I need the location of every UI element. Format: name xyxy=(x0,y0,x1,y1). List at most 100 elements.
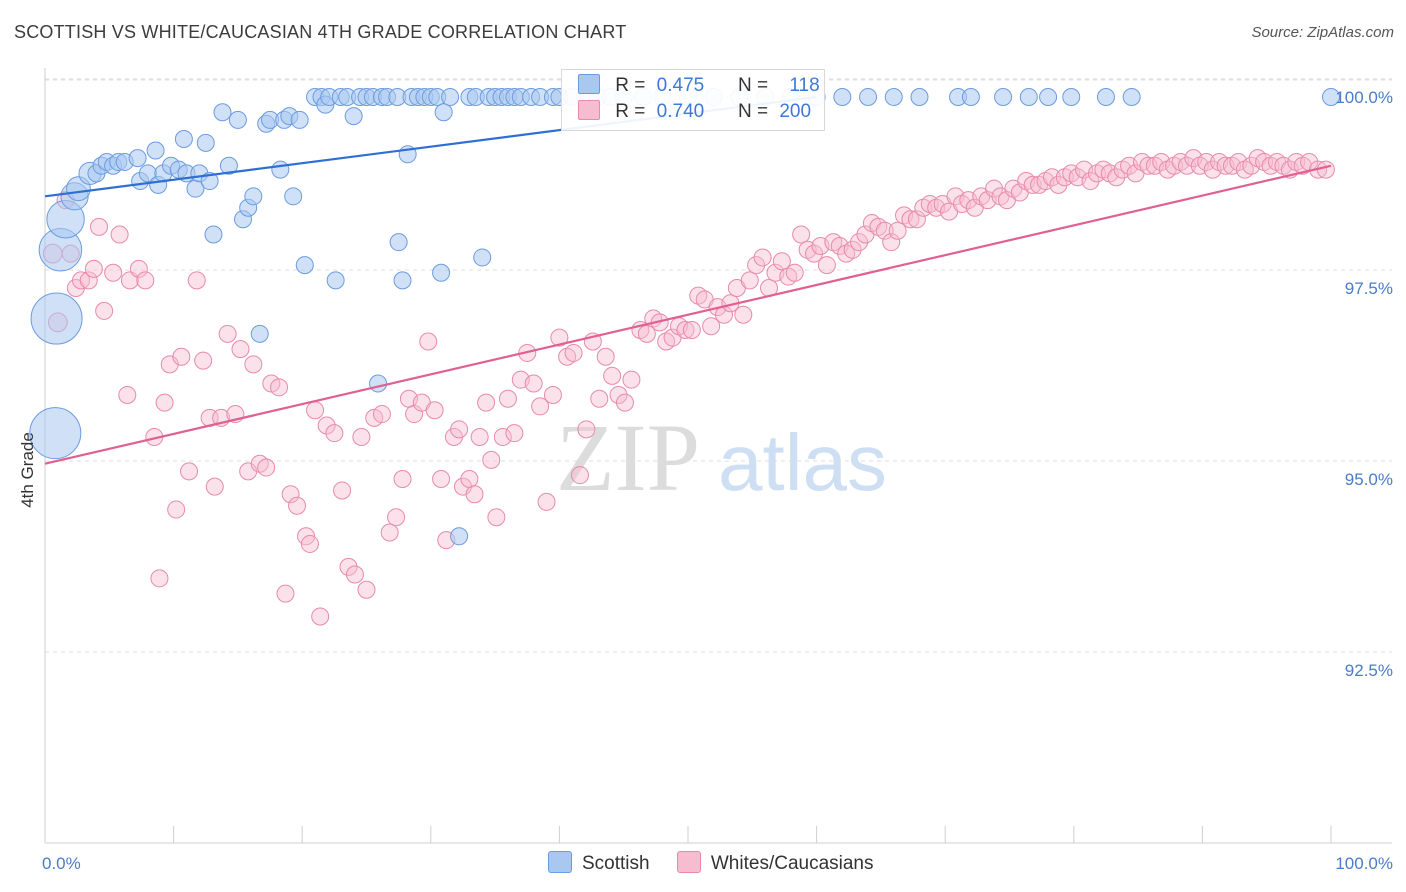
data-point xyxy=(257,458,276,477)
data-point xyxy=(136,271,155,290)
y-tick-label: 100.0% xyxy=(1335,88,1393,107)
data-point xyxy=(487,508,506,527)
data-point xyxy=(577,420,596,439)
data-point xyxy=(564,343,583,362)
data-point xyxy=(482,450,501,469)
data-point xyxy=(682,321,701,340)
legend-label-scottish: Scottish xyxy=(582,853,650,874)
data-point xyxy=(250,324,269,343)
data-point xyxy=(1322,88,1340,106)
data-point xyxy=(1096,88,1115,106)
legend-n-value: 118 xyxy=(789,75,820,96)
data-point xyxy=(1107,168,1126,187)
data-point xyxy=(276,584,295,603)
data-point xyxy=(174,130,193,149)
data-point xyxy=(326,271,345,290)
data-point xyxy=(271,160,290,179)
data-point xyxy=(531,397,550,416)
data-point xyxy=(79,271,98,290)
data-point xyxy=(218,324,237,343)
data-point xyxy=(419,332,438,351)
legend-r-label: R = xyxy=(615,101,646,122)
legend: R = 0.475 N = 118 R = 0.740 N = 200 xyxy=(561,69,825,131)
data-point xyxy=(300,534,319,553)
data-point xyxy=(1019,88,1038,106)
data-point xyxy=(187,271,206,290)
data-point xyxy=(387,508,406,527)
trend-line-whites xyxy=(44,164,1332,465)
data-point xyxy=(524,374,543,393)
data-point xyxy=(432,470,451,488)
data-point xyxy=(596,347,615,366)
data-point xyxy=(180,462,199,481)
data-point xyxy=(118,385,137,404)
watermark-zip: ZIP xyxy=(556,404,700,511)
data-point xyxy=(740,271,759,290)
legend-swatch-whites xyxy=(578,100,600,120)
data-point xyxy=(805,244,824,263)
data-point xyxy=(609,385,628,404)
data-point xyxy=(833,88,852,106)
data-point xyxy=(393,271,412,290)
data-point xyxy=(167,500,186,519)
source-label: Source: ZipAtlas.com xyxy=(1251,24,1394,41)
data-point xyxy=(460,470,479,488)
data-point xyxy=(465,485,484,504)
legend-swatch-scottish xyxy=(578,74,600,94)
data-point xyxy=(155,393,174,412)
y-tick-label: 92.5% xyxy=(1345,661,1393,680)
data-point xyxy=(615,393,634,412)
swatch-whites xyxy=(676,851,701,873)
tick-labels: 92.5% 95.0% 97.5% 100.0% 0.0% 100.0% xyxy=(42,88,1393,873)
legend-n-value: 200 xyxy=(779,101,812,122)
data-point xyxy=(432,263,451,282)
data-point xyxy=(288,496,307,515)
legend-item-scottish: Scottish xyxy=(548,851,650,875)
x-tick-label: 100.0% xyxy=(1335,854,1393,873)
swatch-scottish xyxy=(548,851,572,873)
watermark: ZIP atlas xyxy=(556,404,887,511)
chart-title: SCOTTISH VS WHITE/CAUCASIAN 4TH GRADE CO… xyxy=(14,22,627,42)
watermark-atlas: atlas xyxy=(718,418,887,507)
data-point xyxy=(1049,175,1068,194)
data-point xyxy=(1062,88,1081,106)
data-point xyxy=(129,259,148,278)
data-point xyxy=(357,580,376,599)
legend-label-whites: Whites/Caucasians xyxy=(710,853,874,874)
data-point xyxy=(284,187,303,206)
data-point xyxy=(219,156,238,175)
data-point xyxy=(196,133,215,152)
data-point xyxy=(747,256,766,275)
data-point xyxy=(281,485,300,504)
data-point xyxy=(352,427,371,446)
x-tick-label: 0.0% xyxy=(42,854,81,873)
data-point xyxy=(859,88,878,106)
legend-n-label: N = xyxy=(737,101,769,122)
data-point xyxy=(295,256,314,275)
data-point xyxy=(244,355,263,374)
data-point xyxy=(792,225,811,244)
data-point xyxy=(1039,88,1058,106)
data-point xyxy=(231,340,250,359)
data-point xyxy=(339,557,358,576)
data-point xyxy=(901,210,920,229)
legend-row-scottish: R = 0.475 N = 118 xyxy=(578,74,820,100)
data-point xyxy=(228,110,247,129)
data-point xyxy=(1042,168,1061,187)
data-point xyxy=(543,385,562,404)
data-point xyxy=(888,221,907,240)
data-point xyxy=(1316,160,1335,179)
data-point xyxy=(537,492,556,511)
data-point xyxy=(994,88,1013,106)
data-point xyxy=(498,389,517,408)
data-point xyxy=(550,328,569,347)
legend-r-value: 0.475 xyxy=(656,75,705,96)
legend-r-label: R = xyxy=(615,75,646,96)
data-point xyxy=(1177,156,1196,175)
data-point xyxy=(473,248,492,267)
data-point xyxy=(172,347,191,366)
data-point xyxy=(843,240,862,259)
data-point xyxy=(380,523,399,542)
data-point xyxy=(311,607,330,626)
